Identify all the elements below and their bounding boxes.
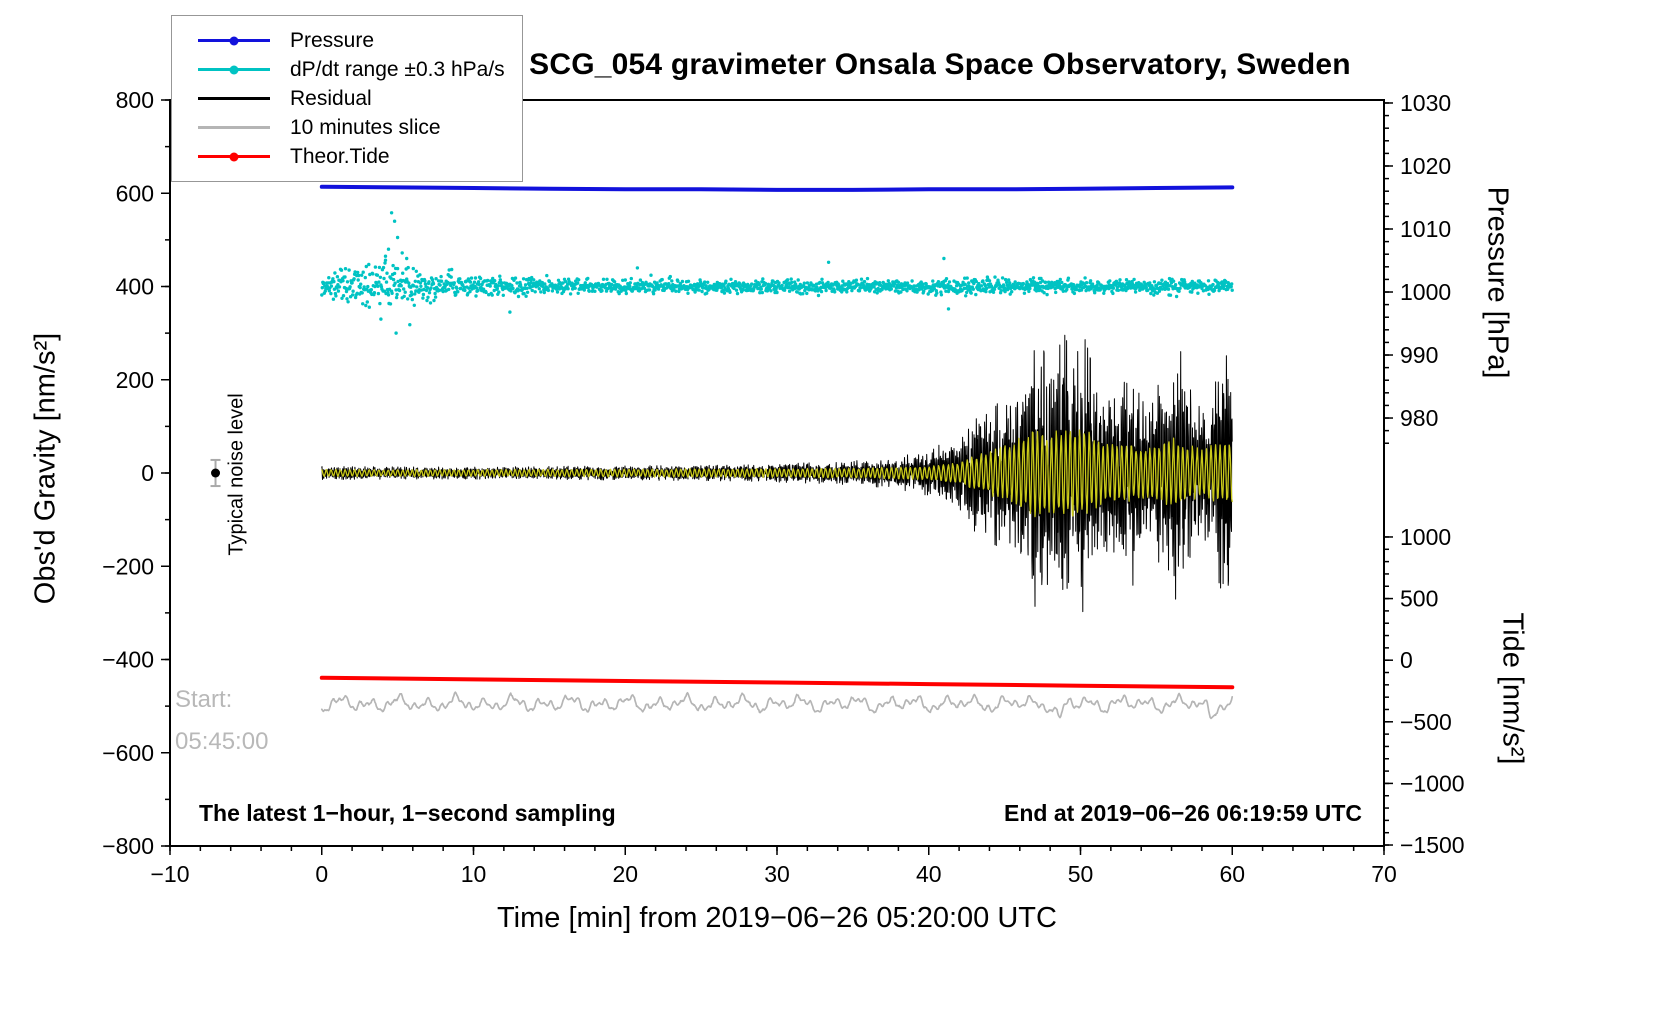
svg-text:1000: 1000 [1400,524,1451,550]
svg-text:1030: 1030 [1400,90,1451,116]
tide-line-icon [198,152,270,161]
legend-item-residual: Residual [198,84,522,113]
svg-text:30: 30 [764,861,790,887]
svg-text:20: 20 [612,861,638,887]
sampling-note: The latest 1−hour, 1−second sampling [199,800,616,826]
svg-text:600: 600 [116,180,154,206]
tide-dot-icon [229,152,239,161]
svg-text:0: 0 [141,460,154,486]
y-axis-label-pressure: Pressure [hPa] [1481,186,1514,379]
noise-level-label: Typical noise level [225,393,248,556]
svg-text:−500: −500 [1400,709,1452,735]
slice-line-icon [198,126,270,129]
svg-text:1020: 1020 [1400,153,1451,179]
dpdt-line-icon [198,65,270,74]
svg-text:500: 500 [1400,586,1438,612]
series-residual-bandpassed [321,429,1233,518]
svg-text:50: 50 [1068,861,1094,887]
svg-text:400: 400 [116,274,154,300]
svg-text:800: 800 [116,87,154,113]
svg-text:−800: −800 [102,833,154,859]
pressure-line-icon [198,36,270,45]
legend-label-dpdt: dP/dt range ±0.3 hPa/s [290,57,505,81]
svg-text:−1000: −1000 [1400,770,1465,796]
svg-text:200: 200 [116,367,154,393]
svg-text:0: 0 [315,861,328,887]
legend-box: Pressure dP/dt range ±0.3 hPa/s Residual… [171,15,523,182]
svg-text:1010: 1010 [1400,216,1451,242]
axis-ticks [161,99,1393,855]
page-title: SCG_054 gravimeter Onsala Space Observat… [529,48,1351,81]
legend-label-pressure: Pressure [290,28,375,52]
series-10min-slice [320,691,1234,720]
svg-text:−200: −200 [102,553,154,579]
residual-line-icon [198,97,270,100]
legend-item-tide: Theor.Tide [198,142,522,171]
svg-text:−600: −600 [102,740,154,766]
axis-tick-labels: −10 0 10 20 30 40 50 60 70−800−600−400−200020040… [102,87,1464,887]
legend-item-slice: 10 minutes slice [198,113,522,142]
legend-label-slice: 10 minutes slice [290,115,441,139]
dpdt-dot-icon [229,65,239,74]
svg-text:60: 60 [1219,861,1245,887]
svg-text:−1500: −1500 [1400,832,1465,858]
start-time: 05:45:00 [175,728,269,755]
legend-label-tide: Theor.Tide [290,144,390,168]
legend-item-dpdt: dP/dt range ±0.3 hPa/s [198,55,522,84]
svg-text:980: 980 [1400,405,1438,431]
svg-text:10: 10 [461,861,487,887]
svg-text:−10: −10 [150,861,189,887]
y-axis-label-tide: Tide [nm/s²] [1496,612,1529,765]
svg-text:70: 70 [1371,861,1397,887]
x-axis-label: Time [min] from 2019−06−26 05:20:00 UTC [497,902,1057,934]
series-pressure [319,184,1235,192]
svg-text:0: 0 [1400,647,1413,673]
series-dpdt-scatter [320,211,1234,335]
pressure-dot-icon [229,36,239,45]
series-theor-tide [319,675,1235,690]
start-label: Start: [175,686,233,713]
y-axis-label-gravity: Obs'd Gravity [nm/s²] [29,332,62,605]
svg-text:1000: 1000 [1400,279,1451,305]
end-note: End at 2019−06−26 06:19:59 UTC [1004,800,1362,826]
svg-text:40: 40 [916,861,942,887]
noise-level-marker [210,458,221,488]
svg-text:−400: −400 [102,647,154,673]
svg-text:990: 990 [1400,342,1438,368]
legend-label-residual: Residual [290,86,372,110]
legend-item-pressure: Pressure [198,26,522,55]
